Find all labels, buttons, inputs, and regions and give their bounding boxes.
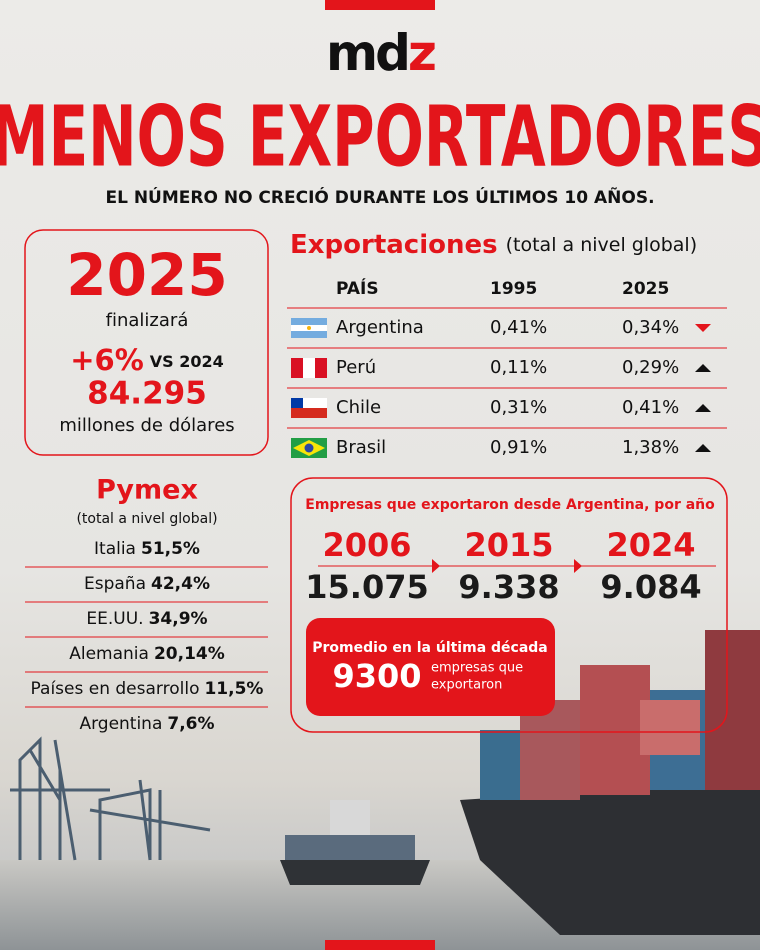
summary-change-line: +6% VS 2024 [70, 343, 224, 377]
export-rows: Argentina 0,41% 0,34% Perú 0,11% 0,29% Chile 0,… [287, 307, 727, 458]
average-unit: exportaron [431, 678, 502, 693]
flag-chile [291, 398, 327, 418]
bottom-bar [325, 940, 435, 950]
pymex-value: 7,6% [167, 714, 214, 734]
logo-text: md [326, 24, 408, 82]
pymex-note: (total a nivel global) [76, 511, 217, 527]
logo-accent: z [408, 24, 435, 82]
pymex-country: EE.UU. [86, 609, 143, 629]
flag-brazil [291, 438, 327, 458]
exports-note: (total a nivel global) [506, 234, 698, 256]
title: MENOS EXPORTADORES [0, 88, 760, 186]
company-year: 2006 [322, 526, 411, 564]
flag-argentina [291, 318, 327, 338]
company-count: 9.084 [600, 568, 701, 606]
companies-box [290, 477, 728, 733]
pymex-value: 51,5% [141, 539, 200, 559]
exports-heading: Exportaciones (total a nivel global) [290, 230, 697, 260]
pymex-rows: Italia 51,5%España 42,4%EE.UU. 34,9%Alemani… [25, 539, 268, 734]
pymex-row: Alemania 20,14% [69, 644, 225, 664]
average-unit: empresas que [431, 661, 523, 676]
summary-amount: 84.295 [87, 376, 207, 412]
cargo-ship [460, 630, 760, 935]
summary-verb: finalizará [106, 310, 189, 331]
pymex-country: España [84, 574, 146, 594]
average-value: 9300 [332, 657, 421, 695]
pymex-value: 11,5% [204, 679, 263, 699]
pymex-row: España 42,4% [84, 574, 210, 594]
pymex-row: Argentina 7,6% [79, 714, 214, 734]
exports-title: Exportaciones [290, 230, 498, 260]
pymex-value: 42,4% [151, 574, 210, 594]
top-bar [325, 0, 435, 10]
pymex-title: Pymex [96, 475, 198, 506]
average-box [306, 618, 555, 716]
flags [291, 318, 327, 458]
value-2025: 0,34% [622, 317, 679, 338]
pymex-country: Argentina [79, 714, 162, 734]
trend-arrow [695, 404, 711, 412]
country: Perú [336, 357, 376, 378]
company-count: 15.075 [305, 568, 428, 606]
flag-peru [291, 358, 327, 378]
value-1995: 0,31% [490, 397, 547, 418]
pymex-country: Países en desarrollo [31, 679, 200, 699]
step-arrow [574, 559, 582, 573]
company-year: 2015 [464, 526, 553, 564]
header-2025: 2025 [622, 279, 669, 299]
small-ship [280, 800, 430, 885]
value-1995: 0,41% [490, 317, 547, 338]
cranes [10, 736, 211, 861]
average-label: Promedio en la última década [312, 640, 548, 656]
header-country: PAÍS [336, 277, 379, 299]
summary-change: +6% [70, 343, 144, 377]
pymex-country: Italia [94, 539, 136, 559]
summary-box [24, 229, 269, 456]
pymex-value: 34,9% [149, 609, 208, 629]
header-1995: 1995 [490, 279, 537, 299]
summary-comparison: VS 2024 [150, 352, 224, 371]
value-1995: 0,11% [490, 357, 547, 378]
value-2025: 0,29% [622, 357, 679, 378]
pymex-value: 20,14% [154, 644, 225, 664]
summary-year: 2025 [66, 241, 227, 309]
summary-unit: millones de dólares [59, 415, 234, 436]
pymex-country: Alemania [69, 644, 149, 664]
company-years: 2006 15.075 2015 9.338 2024 9.084 [305, 526, 701, 606]
trend-arrow [695, 444, 711, 452]
subtitle: EL NÚMERO NO CRECIÓ DURANTE LOS ÚLTIMOS … [105, 185, 654, 208]
country: Brasil [336, 437, 386, 458]
companies-title: Empresas que exportaron desde Argentina,… [305, 497, 715, 513]
value-2025: 1,38% [622, 437, 679, 458]
logo: mdz [326, 24, 435, 82]
trend-arrow [695, 364, 711, 372]
pymex-row: EE.UU. 34,9% [86, 609, 207, 629]
trend-arrow [695, 324, 711, 332]
step-arrow [432, 559, 440, 573]
company-year: 2024 [606, 526, 695, 564]
pymex-row: Italia 51,5% [94, 539, 200, 559]
country: Chile [336, 397, 381, 418]
value-1995: 0,91% [490, 437, 547, 458]
company-count: 9.338 [458, 568, 559, 606]
country: Argentina [336, 317, 424, 338]
value-2025: 0,41% [622, 397, 679, 418]
pymex-row: Países en desarrollo 11,5% [31, 679, 264, 699]
